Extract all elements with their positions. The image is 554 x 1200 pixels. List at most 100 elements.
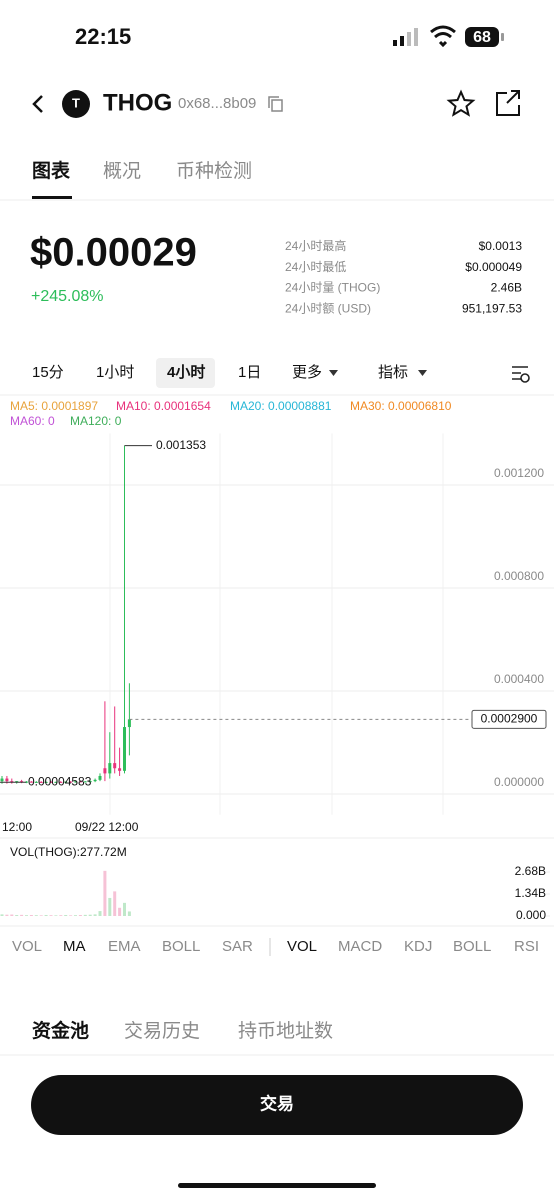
interval[interactable]: 指标 — [378, 364, 408, 381]
section-tab[interactable]: 资金池 — [32, 1019, 89, 1042]
candle-body — [20, 781, 24, 783]
token-icon — [62, 90, 90, 118]
indicator[interactable]: EMA — [108, 938, 141, 955]
ma-legend: MA120: 0 — [70, 414, 122, 428]
trade-button[interactable] — [31, 1075, 523, 1135]
volume-bar — [0, 914, 4, 916]
candle-body — [78, 781, 82, 783]
candle-body — [54, 781, 58, 783]
stat-label: 24小时最低 — [285, 260, 346, 274]
y-tick-label: 0.001200 — [494, 466, 544, 480]
indicator[interactable]: SAR — [222, 938, 253, 955]
interval[interactable]: 1小时 — [96, 364, 134, 381]
stat-value: 2.46B — [491, 281, 522, 295]
indicator[interactable]: KDJ — [404, 938, 432, 955]
battery-level: 68 — [473, 29, 491, 46]
interval[interactable]: 4小时 — [167, 364, 205, 381]
indicator[interactable]: MACD — [338, 938, 382, 955]
volume-tick-label: 2.68B — [515, 864, 546, 878]
y-tick-label: 0.000400 — [494, 672, 544, 686]
volume-bar — [108, 897, 112, 916]
volume-bar — [64, 915, 68, 916]
tab[interactable]: 图表 — [32, 159, 71, 182]
token-address: 0x68...8b09 — [178, 95, 256, 112]
candle-body — [29, 781, 33, 783]
candle-body — [83, 781, 87, 783]
y-tick-label: 0.000800 — [494, 569, 544, 583]
favorite-button[interactable] — [446, 89, 476, 117]
candle-body — [49, 781, 53, 783]
stat-value: 951,197.53 — [462, 301, 522, 315]
volume-bar — [98, 911, 102, 916]
price: $0.00029 — [30, 231, 197, 275]
candle-body — [108, 763, 112, 774]
candle-body — [127, 719, 131, 728]
volume-bar — [20, 914, 24, 916]
volume-bar — [83, 914, 87, 916]
token-name: THOG — [103, 89, 172, 116]
indicator[interactable]: MA — [63, 938, 86, 955]
volume-bar — [15, 915, 19, 916]
volume-bar — [74, 915, 77, 916]
candle-body — [93, 779, 97, 782]
ma-legend: MA20: 0.00008881 — [230, 399, 332, 413]
volume-label: VOL(THOG):277.72M — [10, 845, 127, 859]
volume-bar — [5, 914, 9, 916]
indicator[interactable]: BOLL — [453, 938, 491, 955]
volume-bar — [29, 915, 33, 916]
battery-tip — [501, 33, 504, 41]
volume-bar — [118, 907, 122, 916]
ma-legend: MA5: 0.0001897 — [10, 399, 98, 413]
indicator[interactable]: VOL — [12, 938, 42, 955]
section-tab[interactable]: 交易历史 — [124, 1020, 200, 1042]
candle-body — [113, 763, 117, 769]
section-tab[interactable]: 持币地址数 — [238, 1020, 333, 1042]
y-tick-label: 0.000000 — [494, 775, 544, 789]
tab-underline — [32, 196, 72, 199]
candle-body — [98, 775, 102, 780]
candle-body — [74, 781, 77, 783]
candle-body — [34, 781, 38, 783]
candle-body — [59, 781, 63, 783]
volume-bar — [123, 902, 126, 916]
interval[interactable]: 15分 — [32, 364, 64, 381]
volume-bar — [54, 915, 58, 916]
stat-label: 24小时最高 — [285, 238, 346, 253]
candle-body — [69, 781, 73, 783]
ma-legend: MA60: 0 — [10, 414, 55, 428]
volume-bar — [69, 915, 73, 916]
volume-bar — [78, 915, 82, 916]
current-price-box — [471, 709, 547, 729]
chart-settings[interactable] — [512, 366, 530, 383]
share-button[interactable] — [496, 90, 520, 116]
max-label: 0.001353 — [156, 438, 206, 452]
battery — [465, 27, 499, 47]
volume-bar — [88, 914, 92, 916]
indicator[interactable]: RSI — [514, 938, 539, 955]
interval[interactable]: 更多 — [292, 364, 322, 381]
min-label: 0.00004583 — [28, 774, 92, 788]
interval[interactable]: 1日 — [238, 364, 261, 381]
stat-label: 24小时额 (USD) — [285, 301, 371, 315]
indicator[interactable]: BOLL — [162, 938, 200, 955]
volume-bar — [34, 915, 38, 916]
indicator[interactable]: VOL — [287, 938, 317, 955]
volume-bar — [39, 915, 43, 916]
candle-body — [25, 781, 28, 783]
candle-body — [118, 768, 122, 771]
status-time: 22:15 — [75, 24, 131, 49]
volume-bar — [113, 891, 117, 916]
tab[interactable]: 概况 — [103, 160, 141, 182]
candle-body — [39, 781, 43, 783]
volume-bar — [103, 870, 107, 916]
signal-icon — [393, 28, 418, 46]
ma-legend: MA30: 0.00006810 — [350, 399, 452, 413]
volume-tick-label: 1.34B — [515, 886, 546, 900]
back-button[interactable] — [32, 95, 43, 113]
tab[interactable]: 币种检测 — [176, 160, 252, 182]
copy-icon[interactable] — [268, 96, 283, 112]
trade-button-label: 交易 — [260, 1093, 294, 1113]
volume-bar — [44, 915, 48, 916]
